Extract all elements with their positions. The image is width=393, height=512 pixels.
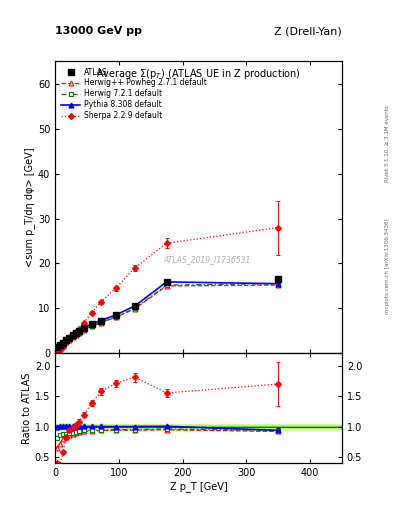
Text: Rivet 3.1.10, ≥ 3.1M events: Rivet 3.1.10, ≥ 3.1M events [385, 105, 389, 182]
Text: 13000 GeV pp: 13000 GeV pp [55, 27, 142, 36]
Bar [55, 423, 342, 430]
Text: mcplots.cern.ch [arXiv:1306.3436]: mcplots.cern.ch [arXiv:1306.3436] [385, 219, 389, 314]
Legend: ATLAS, Herwig++ Powheg 2.7.1 default, Herwig 7.2.1 default, Pythia 8.308 default: ATLAS, Herwig++ Powheg 2.7.1 default, He… [59, 65, 209, 122]
Text: Average $\Sigma$(p$_T$) (ATLAS UE in Z production): Average $\Sigma$(p$_T$) (ATLAS UE in Z p… [96, 67, 301, 81]
Y-axis label: <sum p_T/dη dφ> [GeV]: <sum p_T/dη dφ> [GeV] [24, 147, 35, 267]
X-axis label: Z p_T [GeV]: Z p_T [GeV] [170, 481, 227, 492]
Text: ATLAS_2019_I1736531: ATLAS_2019_I1736531 [163, 255, 251, 264]
Text: Z (Drell-Yan): Z (Drell-Yan) [274, 27, 342, 36]
Y-axis label: Ratio to ATLAS: Ratio to ATLAS [22, 373, 32, 444]
Bar [55, 426, 342, 428]
